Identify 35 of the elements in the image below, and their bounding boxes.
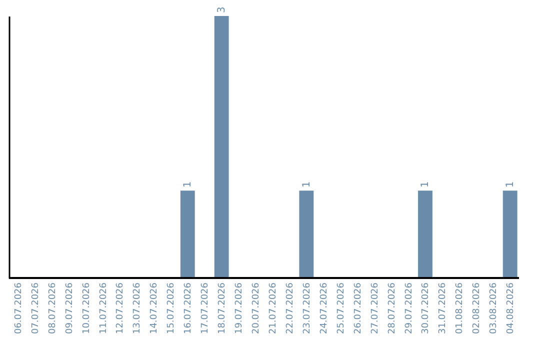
data-label: 1 [420,181,432,188]
x-tick-label: 27.07.2026 [370,282,380,334]
x-tick-label: 24.07.2026 [319,282,330,334]
x-tick-label: 13.07.2026 [132,282,143,334]
x-tick-label: 22.07.2026 [285,282,296,334]
x-tick-label: 29.07.2026 [404,282,414,334]
x-tick-label: 10.07.2026 [82,282,92,334]
x-tick-label: 14.07.2026 [150,282,160,334]
data-label: 1 [182,181,194,188]
x-tick-label: 31.07.2026 [438,282,448,334]
x-tick-label: 01.08.2026 [455,282,466,334]
data-label: 1 [505,181,516,188]
x-tick-label: 15.07.2026 [166,282,177,334]
x-tick-label: 07.07.2026 [30,282,41,334]
x-tick-label: 20.07.2026 [252,282,262,334]
data-label: 1 [301,181,312,188]
x-tick-label: 18.07.2026 [218,282,228,334]
x-tick-label: 30.07.2026 [421,282,432,334]
data-label: 3 [216,6,228,13]
x-tick-label: 11.07.2026 [98,282,109,334]
x-tick-label: 08.07.2026 [48,282,58,334]
x-tick-label: 02.08.2026 [472,282,482,334]
x-tick-label: 17.07.2026 [200,282,211,334]
x-tick-label: 16.07.2026 [184,282,194,334]
x-tick-label: 28.07.2026 [387,282,398,334]
x-tick-label: 26.07.2026 [353,282,364,334]
x-tick-label: 03.08.2026 [489,282,500,334]
x-tick-label: 19.07.2026 [234,282,245,334]
x-tick-label: 23.07.2026 [302,282,312,334]
x-tick-label: 12.07.2026 [116,282,126,334]
x-tick-label: 09.07.2026 [64,282,75,334]
x-tick-label: 06.07.2026 [14,282,24,334]
x-tick-label: 21.07.2026 [268,282,278,334]
x-tick-label: 04.08.2026 [506,282,516,334]
x-tick-label: 25.07.2026 [336,282,346,334]
